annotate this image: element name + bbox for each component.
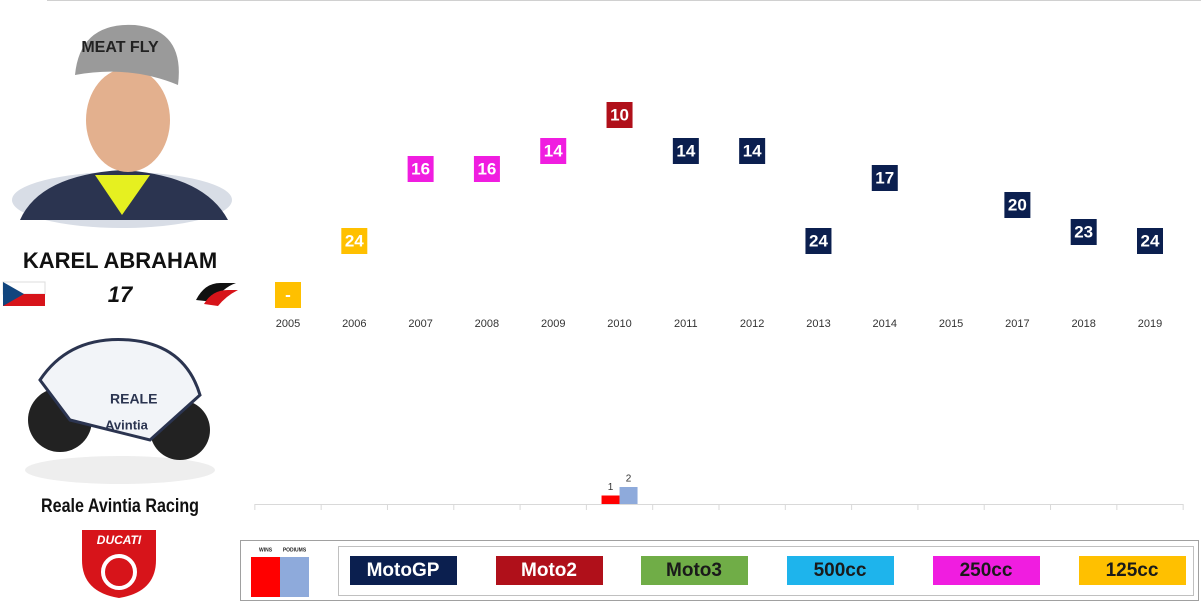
legend-swatch xyxy=(933,556,1040,585)
rider-number: 17 xyxy=(108,282,134,307)
legend-label: 125cc xyxy=(1106,560,1159,581)
svg-text:Avintia: Avintia xyxy=(105,417,149,432)
legend-swatch xyxy=(1079,556,1186,585)
legend-swatch xyxy=(280,557,309,597)
x-tick-label: 2015 xyxy=(939,318,963,330)
position-marker xyxy=(1137,228,1163,254)
x-tick-label: 2014 xyxy=(873,318,897,330)
x-tick-label: 2010 xyxy=(607,318,631,330)
position-label: 17 xyxy=(875,168,894,187)
legend-label: Moto2 xyxy=(521,560,577,581)
legend-swatch xyxy=(787,556,894,585)
x-tick-label: 2011 xyxy=(674,318,698,330)
position-marker xyxy=(407,156,434,182)
bike-image: REALE Avintia xyxy=(25,338,215,484)
bar xyxy=(601,495,620,504)
x-tick-label: 2009 xyxy=(541,318,565,330)
bar-label: 1 xyxy=(608,482,614,493)
manufacturer-name: DUCATI xyxy=(97,533,142,547)
position-label: - xyxy=(285,285,291,304)
bar xyxy=(619,487,638,504)
legend-label: Moto3 xyxy=(666,560,722,581)
position-marker xyxy=(606,102,633,128)
manufacturer-logo: DUCATI xyxy=(82,530,156,598)
position-marker xyxy=(1070,219,1097,245)
rider-name: KAREL ABRAHAM xyxy=(23,248,217,273)
position-label: 10 xyxy=(610,105,629,124)
position-marker xyxy=(739,138,766,164)
x-tick-label: 2013 xyxy=(806,318,830,330)
position-marker xyxy=(473,156,500,182)
legend-label: MotoGP xyxy=(367,560,440,581)
position-label: 20 xyxy=(1008,195,1027,214)
rider-photo: MEAT FLY xyxy=(12,24,232,228)
position-label: 14 xyxy=(743,141,762,160)
position-marker xyxy=(540,138,567,164)
x-tick-label: 2017 xyxy=(1005,318,1029,330)
x-tick-label: 2008 xyxy=(475,318,499,330)
position-label: 24 xyxy=(1141,231,1160,250)
x-tick-label: 2005 xyxy=(276,318,300,330)
position-label: 14 xyxy=(676,141,695,160)
legend-swatch xyxy=(496,556,603,585)
legend-label: 250cc xyxy=(960,560,1013,581)
x-tick-label: 2012 xyxy=(740,318,764,330)
svg-text:REALE: REALE xyxy=(110,391,157,407)
x-tick-label: 2019 xyxy=(1138,318,1162,330)
flag xyxy=(2,281,46,306)
x-tick-label: 2018 xyxy=(1071,318,1095,330)
position-marker xyxy=(341,228,368,254)
x-tick-label: 2007 xyxy=(408,318,432,330)
position-marker xyxy=(1004,192,1031,218)
svg-text:MEAT FLY: MEAT FLY xyxy=(81,39,159,56)
team-name: Reale Avintia Racing xyxy=(41,496,199,517)
position-label: 16 xyxy=(477,159,496,178)
position-marker xyxy=(805,228,832,254)
position-label: 24 xyxy=(809,231,828,250)
legend-label: WINS xyxy=(259,547,273,553)
legend-swatch xyxy=(251,557,280,597)
legend-frame xyxy=(240,540,1199,601)
position-marker xyxy=(871,165,898,191)
class-legend-frame xyxy=(338,546,1194,596)
legend-swatch xyxy=(350,556,457,585)
x-tick-label: 2006 xyxy=(342,318,366,330)
legend-swatch xyxy=(641,556,748,585)
position-marker xyxy=(275,282,301,308)
bar-label: 2 xyxy=(626,474,632,485)
position-label: 16 xyxy=(411,159,430,178)
position-label: 23 xyxy=(1074,222,1093,241)
position-label: 24 xyxy=(345,231,364,250)
motogp-logo xyxy=(196,282,238,306)
position-label: 14 xyxy=(544,141,563,160)
position-marker xyxy=(672,138,699,164)
legend-label: 500cc xyxy=(814,560,867,581)
legend-label: PODIUMS xyxy=(283,547,307,553)
